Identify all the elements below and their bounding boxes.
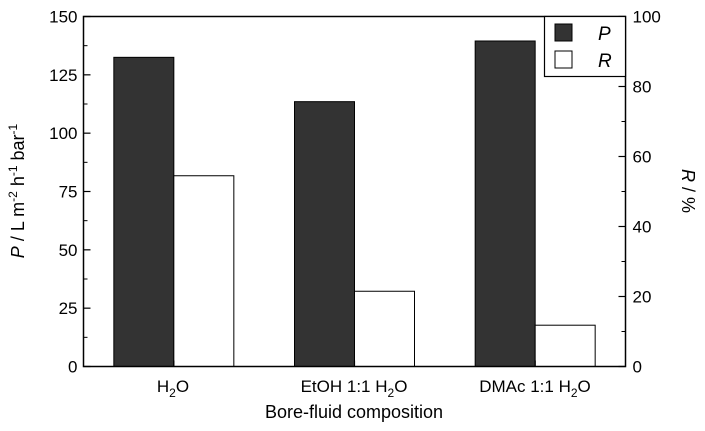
bar-P-1	[294, 101, 355, 368]
y-tick-label-right-1: 20	[633, 288, 652, 307]
y-tick-label-right-2: 40	[633, 218, 652, 237]
bar-P-0	[113, 56, 175, 367]
y-axis-title-left: P / L m-2 h-1 bar-1	[6, 123, 28, 258]
y-tick-label-right-5: 100	[633, 8, 661, 27]
x-tick-label-0: H2O	[157, 377, 189, 400]
x-axis-title: Bore-fluid composition	[265, 402, 443, 422]
x-tick-label-2: DMAc 1:1 H2O	[479, 377, 591, 400]
bar-R-2	[534, 324, 596, 368]
bar-R-1	[354, 290, 415, 367]
bar-P-2	[474, 40, 536, 367]
legend-swatch-P	[554, 23, 573, 42]
legend-label-R: R	[598, 51, 612, 72]
y-tick-label-right-4: 80	[633, 78, 652, 97]
y-tick-label-left-2: 50	[59, 241, 78, 260]
x-tick-label-1: EtOH 1:1 H2O	[301, 377, 408, 400]
y-tick-label-right-3: 60	[633, 148, 652, 167]
y-axis-title-right: R / %	[678, 169, 698, 213]
y-tick-label-left-6: 150	[49, 8, 77, 27]
legend-swatch-R	[554, 50, 573, 69]
bars-group	[113, 40, 596, 368]
y-tick-label-left-3: 75	[59, 183, 78, 202]
ticks-group: 0 25 50 75 100 125 150 0 20 40 60 80 100	[49, 8, 661, 377]
y-tick-label-left-5: 125	[49, 66, 77, 85]
y-tick-label-left-4: 100	[49, 124, 77, 143]
y-tick-label-right-0: 0	[633, 358, 642, 377]
bar-R-0	[173, 175, 235, 367]
legend-label-P: P	[598, 24, 611, 45]
legend: P R	[543, 15, 627, 78]
y-tick-label-left-0: 0	[68, 358, 77, 377]
y-tick-label-left-1: 25	[59, 299, 78, 318]
